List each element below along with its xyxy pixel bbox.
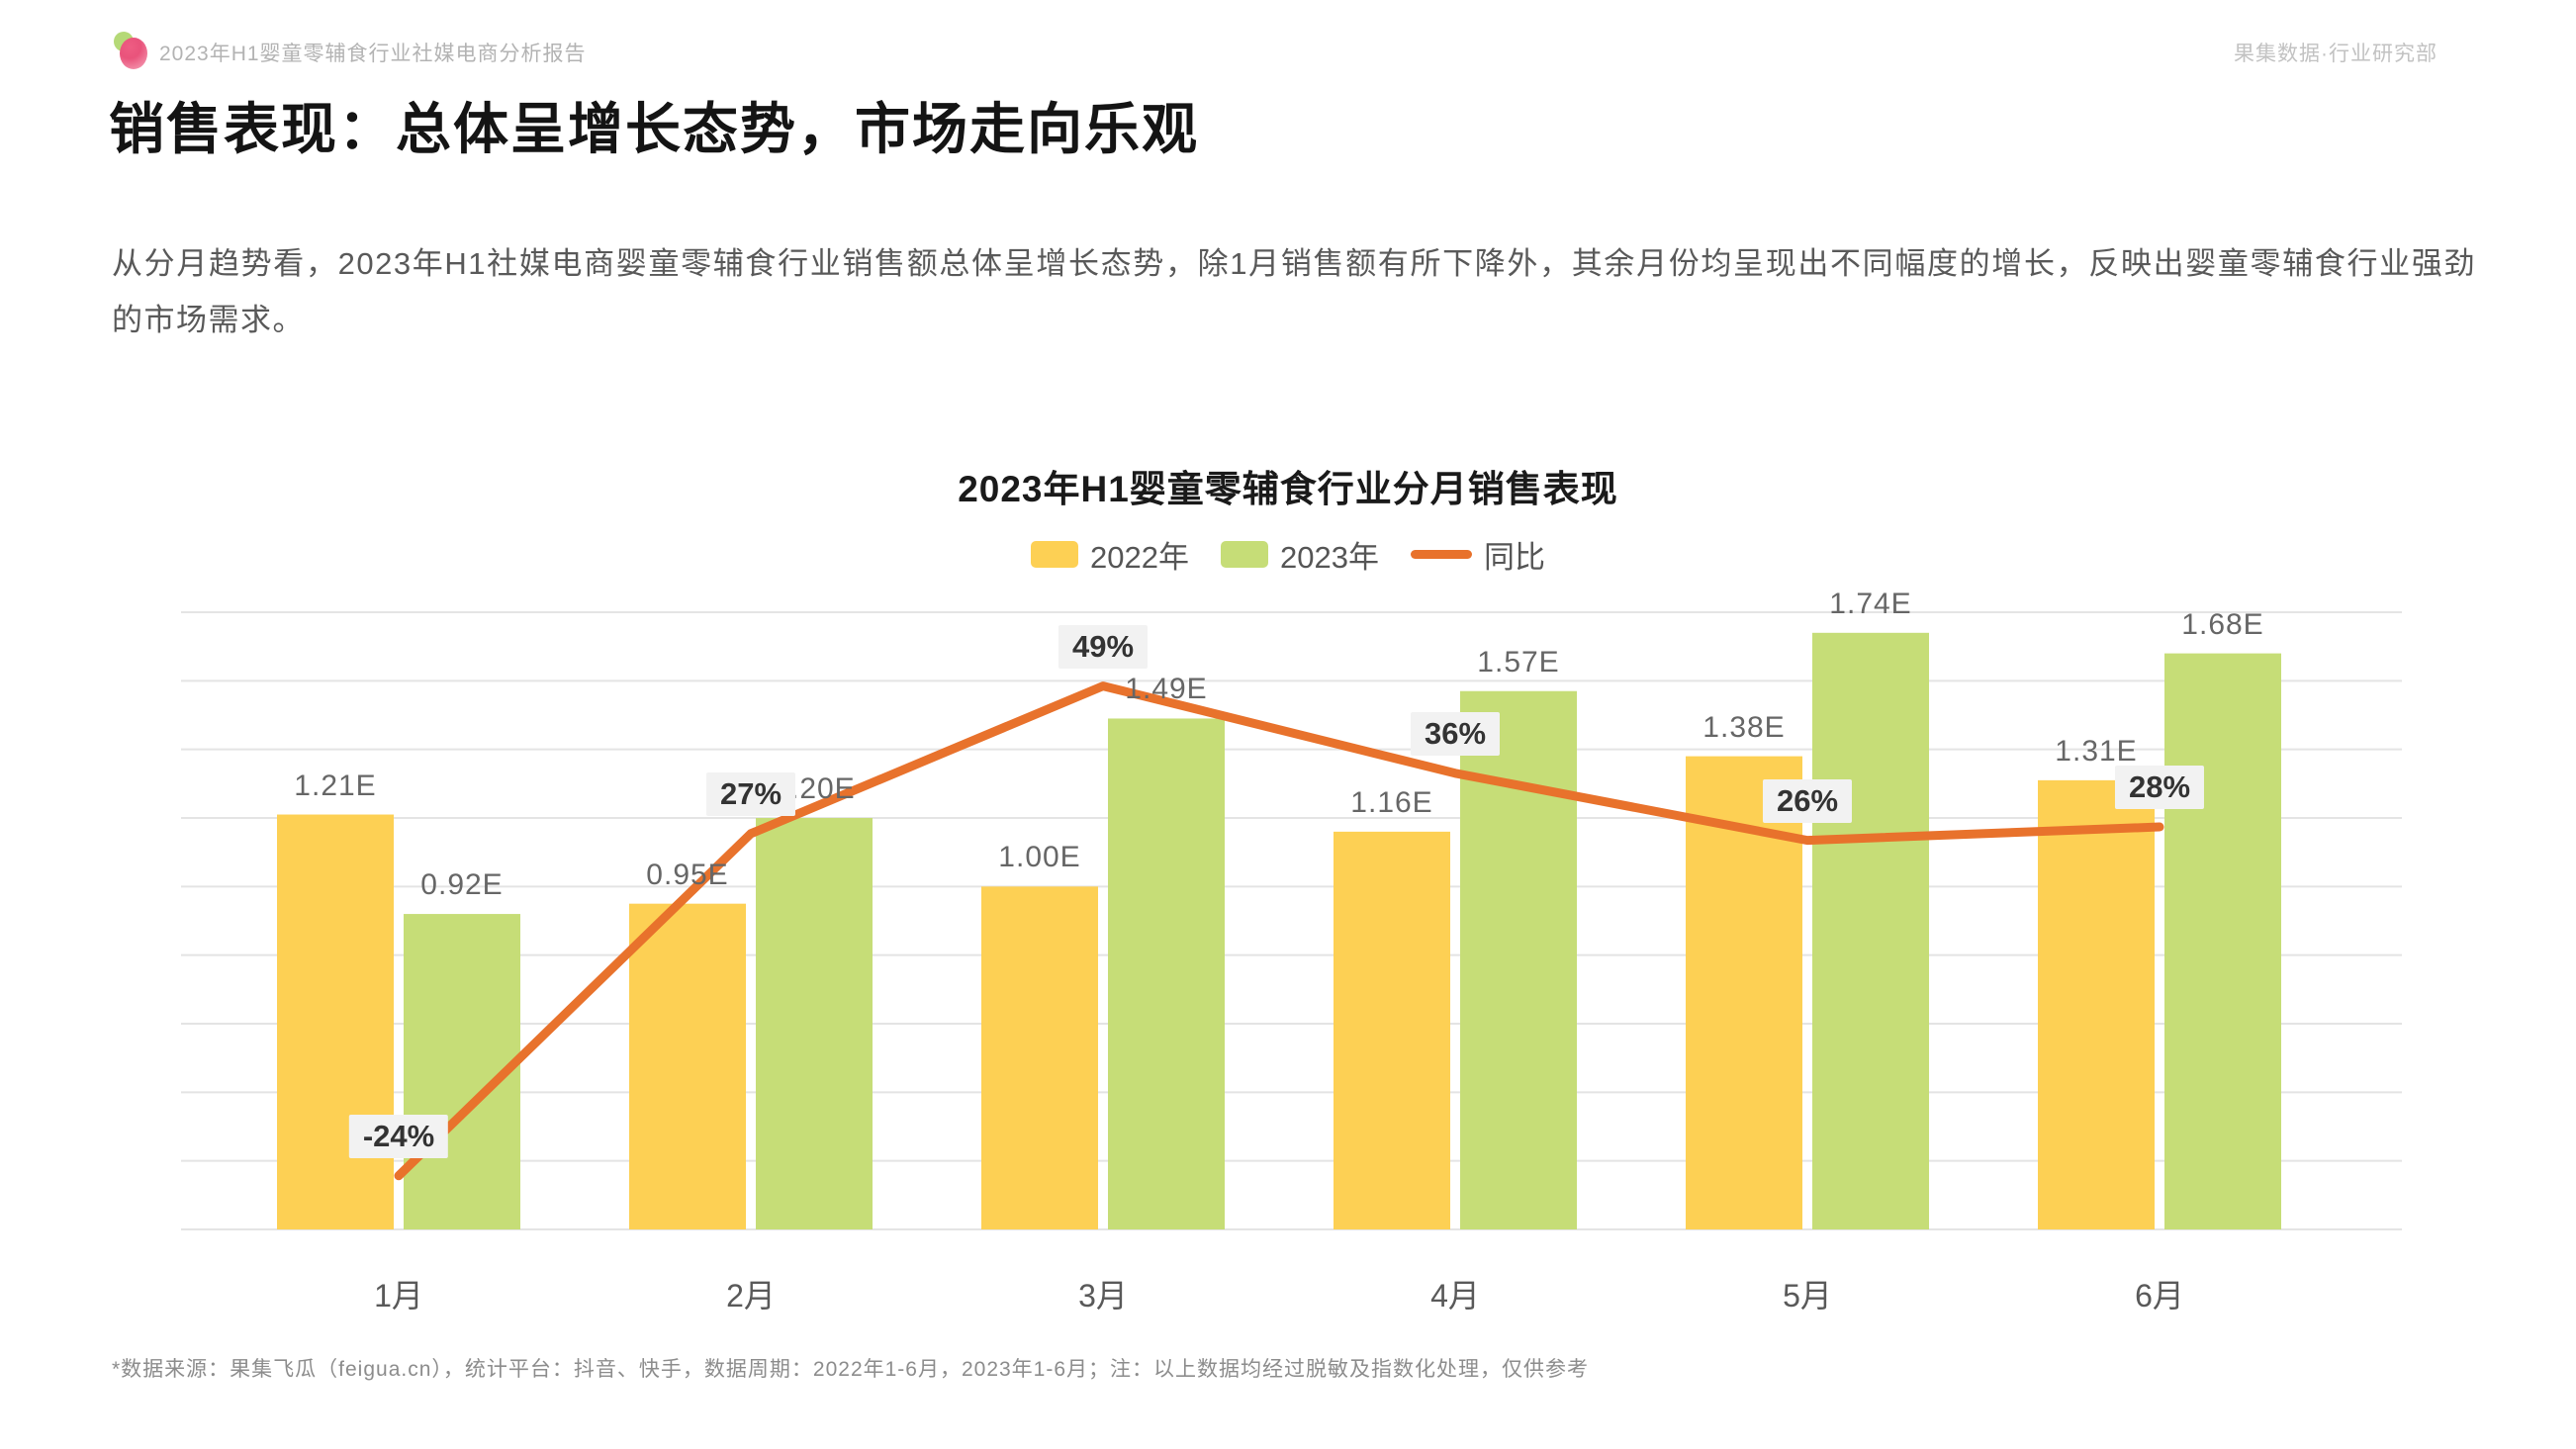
legend-label-yoy: 同比 [1483, 540, 1545, 575]
bar-2023年-4月 [1460, 690, 1577, 1229]
legend-label-2022: 2022年 [1090, 540, 1189, 575]
bar-2023年-5月 [1812, 632, 1929, 1229]
bar-2022年-4月 [1334, 831, 1450, 1229]
fruit-logo-icon [112, 30, 151, 75]
logo-berry-shape [120, 38, 147, 69]
yoy-trend-line [394, 681, 2164, 1181]
legend-label-2023: 2023年 [1280, 540, 1379, 575]
org-name: 果集数据·行业研究部 [2234, 43, 2438, 65]
bar-2022年-3月 [981, 886, 1098, 1229]
legend-line-swatch-yoy [1410, 550, 1472, 559]
bar-2022年-2月 [629, 903, 746, 1229]
page-title: 销售表现：总体呈增长态势，市场走向乐观 [109, 98, 1199, 160]
chart-legend: 2022年 2023年 同比 [0, 532, 2576, 577]
bar-2023年-3月 [1108, 718, 1225, 1229]
bar-2022年-1月 [277, 814, 394, 1229]
bar-2023年-6月 [2164, 653, 2281, 1229]
legend-swatch-2023 [1221, 541, 1268, 568]
summary-paragraph: 从分月趋势看，2023年H1社媒电商婴童零辅食行业销售额总体呈增长态势，除1月销… [112, 246, 2476, 337]
chart-title: 2023年H1婴童零辅食行业分月销售表现 [958, 469, 1618, 509]
bar-2022年-6月 [2038, 779, 2155, 1229]
legend-item-2023[interactable]: 2023年 [1221, 532, 1379, 577]
legend-swatch-2022 [1031, 541, 1079, 568]
legend-item-yoy[interactable]: 同比 [1410, 532, 1545, 577]
legend-item-2022[interactable]: 2022年 [1031, 532, 1189, 577]
document-title: 2023年H1婴童零辅食行业社媒电商分析报告 [159, 43, 587, 65]
top-header: 2023年H1婴童零辅食行业社媒电商分析报告 果集数据·行业研究部 [112, 28, 2438, 75]
bar-2023年-2月 [756, 818, 873, 1229]
data-source-footnote: *数据来源：果集飞瓜（feigua.cn），统计平台：抖音、快手，数据周期：20… [112, 1358, 1590, 1381]
